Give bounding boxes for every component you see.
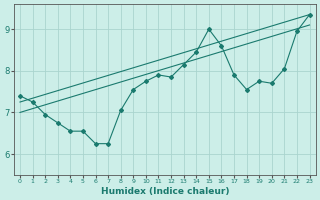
X-axis label: Humidex (Indice chaleur): Humidex (Indice chaleur) [100, 187, 229, 196]
